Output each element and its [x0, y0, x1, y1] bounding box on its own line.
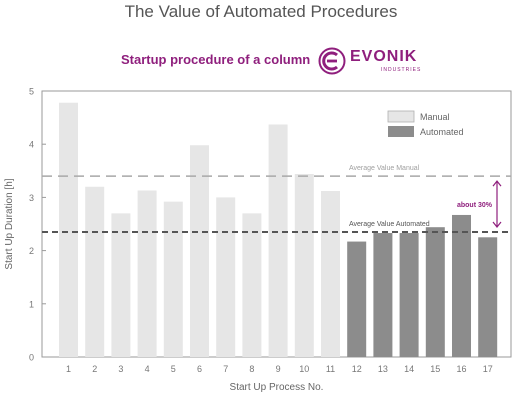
y-tick-label: 1 — [29, 299, 34, 309]
y-tick-label: 0 — [29, 353, 34, 363]
manual-bar-4 — [137, 190, 157, 357]
y-tick-label: 5 — [29, 87, 34, 97]
x-tick-label: 5 — [171, 364, 176, 374]
legend-swatch-manual — [387, 110, 415, 123]
x-tick-label: 16 — [456, 364, 466, 374]
x-tick-label: 9 — [276, 364, 281, 374]
x-tick-label: 11 — [326, 364, 335, 374]
logo-subtitle: INDUSTRIES — [381, 67, 422, 73]
legend-label-automated: Automated — [420, 127, 464, 137]
average-manual-label: Average Value Manual — [349, 165, 420, 172]
evonik-e-icon — [318, 47, 346, 75]
x-tick-label: 6 — [197, 364, 202, 374]
x-tick-label: 17 — [483, 364, 493, 374]
x-tick-label: 13 — [378, 364, 388, 374]
automated-bar-12 — [347, 241, 367, 357]
automated-bar-15 — [425, 227, 445, 357]
automated-bar-16 — [452, 214, 471, 357]
x-tick-label: 7 — [223, 364, 228, 374]
manual-bar-10 — [294, 173, 314, 357]
manual-bar-11 — [321, 191, 340, 357]
x-tick-label: 14 — [404, 364, 414, 374]
manual-bar-7 — [216, 197, 236, 357]
x-tick-label: 1 — [66, 364, 71, 374]
automated-bar-13 — [373, 233, 393, 357]
y-axis-label: Start Up Duration [h] — [4, 178, 15, 269]
legend-label-manual: Manual — [420, 112, 450, 122]
automated-bar-17 — [478, 237, 498, 357]
average-automated-label: Average Value Automated — [349, 221, 430, 228]
y-tick-label: 2 — [29, 246, 34, 256]
x-tick-label: 8 — [249, 364, 254, 374]
manual-bar-3 — [111, 213, 131, 357]
logo-wordmark: EVONIK — [350, 48, 418, 65]
chart-title: The Value of Automated Procedures — [124, 2, 398, 21]
manual-bar-8 — [242, 213, 262, 357]
automated-bar-14 — [399, 233, 419, 357]
manual-bar-5 — [163, 201, 183, 357]
x-tick-label: 3 — [118, 364, 123, 374]
y-tick-label: 4 — [29, 140, 34, 150]
y-tick-label: 3 — [29, 193, 34, 203]
x-tick-label: 10 — [299, 364, 309, 374]
manual-bar-1 — [59, 102, 78, 357]
x-tick-label: 2 — [92, 364, 97, 374]
manual-bar-9 — [268, 124, 288, 358]
evonik-logo: EVONIK INDUSTRIES — [318, 47, 428, 77]
manual-bar-2 — [85, 186, 105, 357]
annotation-label: about 30% — [457, 202, 493, 209]
x-tick-label: 12 — [352, 364, 362, 374]
x-tick-label: 4 — [145, 364, 150, 374]
chart-subtitle: Startup procedure of a column — [121, 52, 311, 67]
legend-swatch-automated — [388, 126, 414, 137]
annotation-arrow-up-icon — [492, 180, 502, 187]
x-tick-label: 15 — [430, 364, 440, 374]
annotation-arrow-down-icon — [492, 221, 502, 228]
manual-bar-6 — [190, 145, 209, 357]
x-axis-label: Start Up Process No. — [230, 382, 324, 393]
